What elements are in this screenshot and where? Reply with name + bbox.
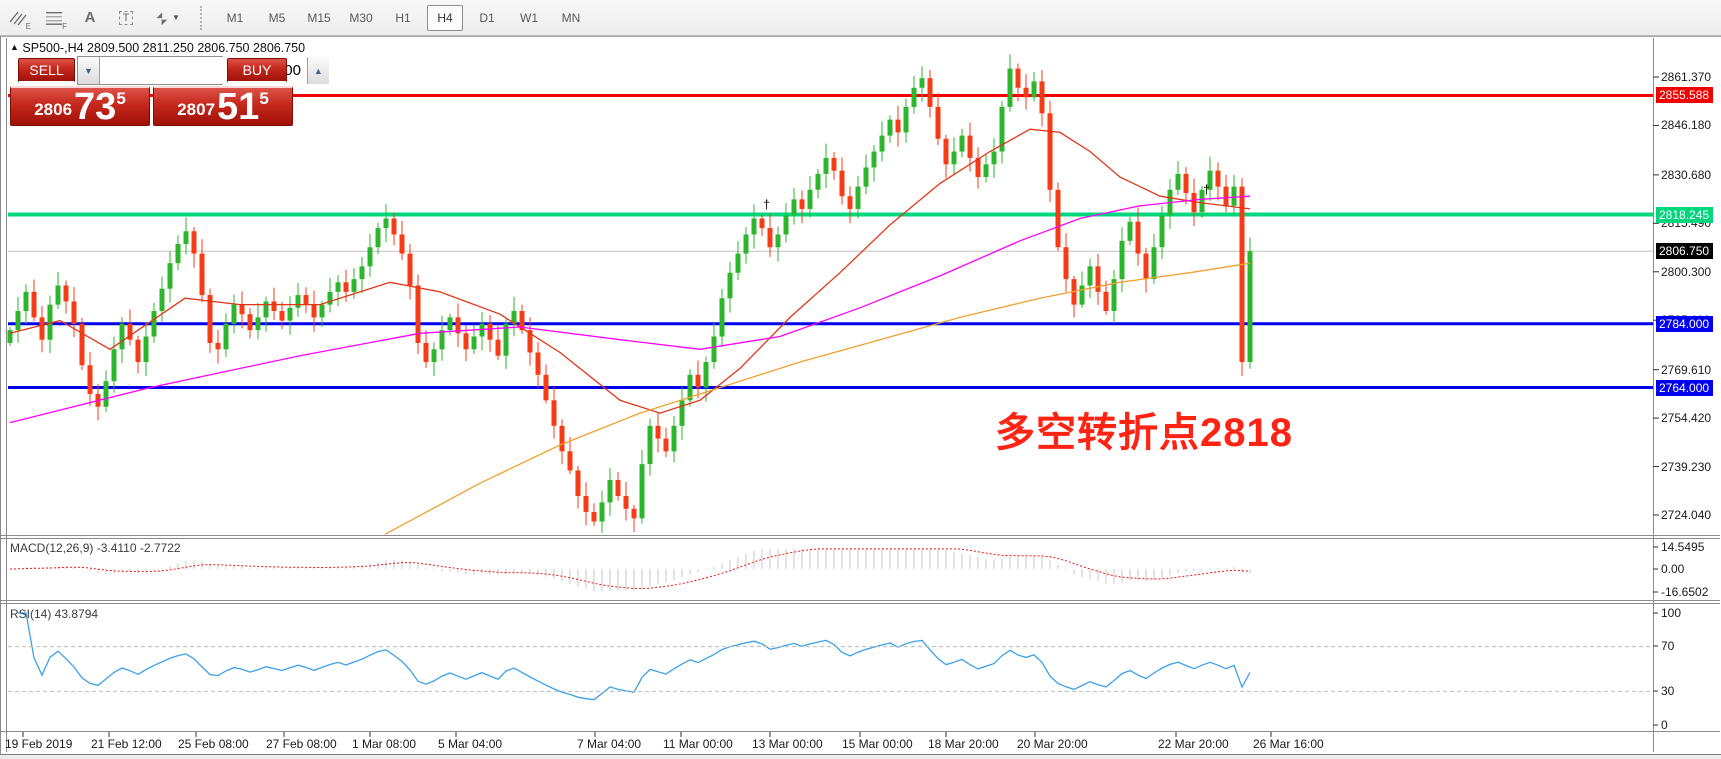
rsi-separator-bottom[interactable] <box>1 603 1720 604</box>
toolbar-grip[interactable] <box>200 5 208 30</box>
time-axis-border <box>1 731 1720 732</box>
buy-price-tile[interactable]: 2807 51 5 <box>153 86 293 126</box>
cross-marker: † <box>1203 182 1211 197</box>
macd-histogram <box>17 548 1251 592</box>
macd-label: MACD(12,26,9) -3.4110 -2.7722 <box>10 541 181 555</box>
price-tick-label: 2800.300 <box>1661 265 1712 279</box>
macd-signal-line <box>9 548 1251 590</box>
buy-price-fraction: 5 <box>259 89 269 108</box>
price-level-lines <box>8 93 1653 390</box>
timeframe-mn[interactable]: MN <box>561 10 581 25</box>
symbol-marker-icon: ▲ <box>10 42 19 52</box>
time-axis-label: 20 Mar 20:00 <box>1017 737 1088 751</box>
ma-fast-red <box>9 128 1251 414</box>
time-axis-label: 1 Mar 08:00 <box>352 737 417 751</box>
volume-increase-button[interactable]: ▲ <box>306 57 329 84</box>
time-axis-label: 26 Mar 16:00 <box>1253 737 1324 751</box>
pivot-line-price-box: 2818.245 <box>1656 207 1714 223</box>
timeframe-m30[interactable]: M30 <box>349 10 373 25</box>
chart-annotation-text: 多空转折点2818 <box>995 411 1293 455</box>
price-tick-label: 2724.040 <box>1661 508 1712 522</box>
volume-decrease-button[interactable]: ▼ <box>78 57 100 84</box>
time-axis-label: 13 Mar 00:00 <box>752 737 823 751</box>
buy-price-whole: 2807 <box>177 100 216 119</box>
time-axis-label: 15 Mar 00:00 <box>842 737 913 751</box>
sell-price-tile[interactable]: 2806 73 5 <box>10 86 150 126</box>
rsi-axis-label: 100 <box>1661 606 1682 620</box>
label-tool-icon[interactable]: T <box>110 4 142 32</box>
timeframe-m15[interactable]: M15 <box>307 10 331 25</box>
price-tick-label: 2754.420 <box>1661 411 1712 425</box>
support-line-1-price-box: 2784.000 <box>1656 316 1714 332</box>
time-axis-label: 7 Mar 04:00 <box>577 737 642 751</box>
pane-left-border <box>6 38 7 752</box>
rsi-axis-label: 70 <box>1661 639 1675 653</box>
timeframe-h4[interactable]: H4 <box>427 4 463 31</box>
price-tick-label: 2739.230 <box>1661 460 1712 474</box>
support-line-2-price-box: 2764.000 <box>1656 380 1714 396</box>
rsi-label: RSI(14) 43.8794 <box>10 607 99 621</box>
macd-separator-top[interactable] <box>1 535 1720 536</box>
ma-slow-orange <box>384 262 1251 535</box>
price-tick-label: 2846.180 <box>1661 118 1712 132</box>
rsi-line <box>18 612 1251 701</box>
sell-price-pips: 73 <box>74 85 117 128</box>
toolbar: E F A T ▼ M1 M5 M15 M30 H1 H4 D1 W1 MN <box>0 0 1721 36</box>
axis-tick-marks <box>22 76 1659 737</box>
sell-price-fraction: 5 <box>116 89 126 108</box>
bid-price-line-price-box: 2806.750 <box>1656 243 1714 259</box>
macd-separator-bottom[interactable] <box>1 538 1720 539</box>
price-tick-label: 2861.370 <box>1661 70 1712 84</box>
chart-window <box>0 36 1721 755</box>
fibonacci-icon[interactable]: F <box>38 4 70 32</box>
time-axis-label: 22 Mar 20:00 <box>1158 737 1229 751</box>
time-axis-label: 11 Mar 00:00 <box>663 737 733 751</box>
rsi-axis-label: 0 <box>1661 718 1668 732</box>
timeframe-m1[interactable]: M1 <box>226 10 244 25</box>
buy-price-pips: 51 <box>217 85 260 128</box>
buy-button[interactable]: BUY <box>227 58 287 83</box>
resistance-line-price-box: 2855.588 <box>1656 87 1714 103</box>
time-axis-label: 19 Feb 2019 <box>5 737 73 751</box>
timeframe-group: M1 M5 M15 M30 H1 H4 D1 W1 MN <box>214 4 592 31</box>
price-axis-border <box>1653 38 1654 752</box>
macd-axis-label: 14.5495 <box>1661 540 1705 554</box>
ohlc-values: 2809.500 2811.250 2806.750 2806.750 <box>87 41 306 55</box>
price-tick-label: 2830.680 <box>1661 168 1712 182</box>
arrows-tool-icon[interactable]: ▼ <box>146 4 188 32</box>
macd-axis-label: -16.6502 <box>1661 585 1709 599</box>
timeframe-h1[interactable]: H1 <box>395 10 411 25</box>
time-axis-label: 21 Feb 12:00 <box>91 737 162 751</box>
macd-axis-label: 0.00 <box>1661 562 1685 576</box>
timeframe-m5[interactable]: M5 <box>268 10 286 25</box>
sell-button[interactable]: SELL <box>18 58 75 83</box>
ma-medium-magenta <box>9 195 1251 424</box>
time-axis-label: 27 Feb 08:00 <box>266 737 337 751</box>
time-axis-label: 25 Feb 08:00 <box>178 737 249 751</box>
rsi-separator-top[interactable] <box>1 600 1720 601</box>
timeframe-w1[interactable]: W1 <box>520 10 538 25</box>
time-axis-label: 18 Mar 20:00 <box>928 737 999 751</box>
time-axis-label: 5 Mar 04:00 <box>438 737 503 751</box>
symbol-period-label: SP500-,H4 <box>22 41 84 55</box>
chart-ohlc-title: ▲ SP500-,H4 2809.500 2811.250 2806.750 2… <box>10 41 305 55</box>
text-tool-icon[interactable]: A <box>84 9 96 26</box>
volume-stepper: ▼ ▲ <box>77 56 329 85</box>
rsi-axis-label: 30 <box>1661 684 1675 698</box>
price-tick-label: 2769.610 <box>1661 363 1712 377</box>
cross-marker: † <box>763 197 771 212</box>
elliott-wave-icon[interactable]: E <box>2 4 34 32</box>
timeframe-d1[interactable]: D1 <box>479 10 495 25</box>
sell-price-whole: 2806 <box>34 100 73 119</box>
